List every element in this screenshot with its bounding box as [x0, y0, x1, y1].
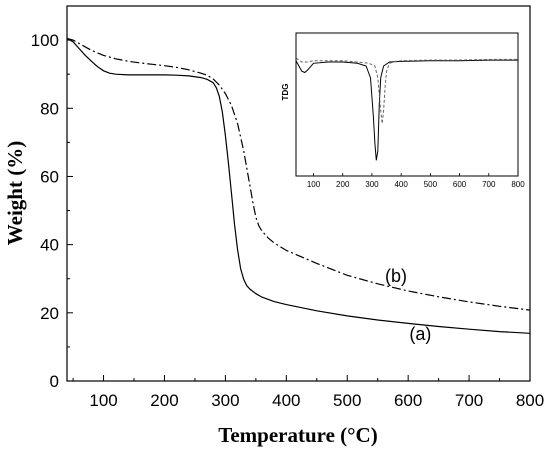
y-tick-label: 40	[40, 236, 59, 255]
x-tick-label: 200	[150, 391, 178, 410]
inset-x-tick-label: 400	[394, 180, 408, 189]
curve-labels: (a) (b)	[385, 266, 431, 344]
series-b-line	[66, 37, 531, 311]
inset-x-tick-label: 500	[424, 180, 438, 189]
y-tick-label: 100	[31, 31, 59, 50]
x-tick-label: 300	[211, 391, 239, 410]
inset-series-dashed-line	[295, 57, 518, 124]
x-tick-label: 400	[272, 391, 300, 410]
x-tick-label: 600	[394, 391, 422, 410]
main-plot-frame	[66, 5, 531, 382]
y-axis-title: Weight (%)	[3, 141, 27, 245]
inset-x-tick-label: 200	[336, 180, 350, 189]
series-a-line	[66, 37, 531, 334]
inset-x-tick-label: 800	[511, 180, 525, 189]
x-tick-label: 700	[455, 391, 483, 410]
inset-x-tick-label: 700	[482, 180, 496, 189]
inset-x-tick-label: 100	[307, 180, 321, 189]
inset-plot: 100 200 300 400 500 600 700 800 TDG	[281, 32, 525, 189]
curve-label-b: (b)	[385, 266, 407, 286]
y-tick-label: 60	[40, 167, 59, 186]
main-series-group	[66, 37, 531, 334]
main-axis-ticks: 100 200 300 400 500 600 700 800 0 20 40 60 80 100	[31, 31, 545, 410]
curve-label-a: (a)	[409, 324, 431, 344]
inset-x-tick-label: 300	[365, 180, 379, 189]
y-tick-label: 0	[50, 372, 59, 391]
inset-axis-ticks: 100 200 300 400 500 600 700 800	[307, 173, 525, 189]
x-tick-label: 100	[89, 391, 117, 410]
inset-plot-frame	[295, 32, 519, 177]
main-plot: 100 200 300 400 500 600 700 800 0 20 40 60 80 100 (a)…	[3, 5, 545, 447]
inset-background	[296, 33, 518, 176]
inset-y-axis-title: TDG	[281, 84, 290, 101]
y-tick-label: 80	[40, 99, 59, 118]
x-axis-title: Temperature (°C)	[218, 423, 377, 447]
inset-x-tick-label: 600	[453, 180, 467, 189]
x-tick-label: 800	[516, 391, 544, 410]
inset-series-group	[295, 57, 518, 161]
inset-series-solid-line	[295, 59, 518, 161]
y-tick-label: 20	[40, 304, 59, 323]
x-tick-label: 500	[333, 391, 361, 410]
